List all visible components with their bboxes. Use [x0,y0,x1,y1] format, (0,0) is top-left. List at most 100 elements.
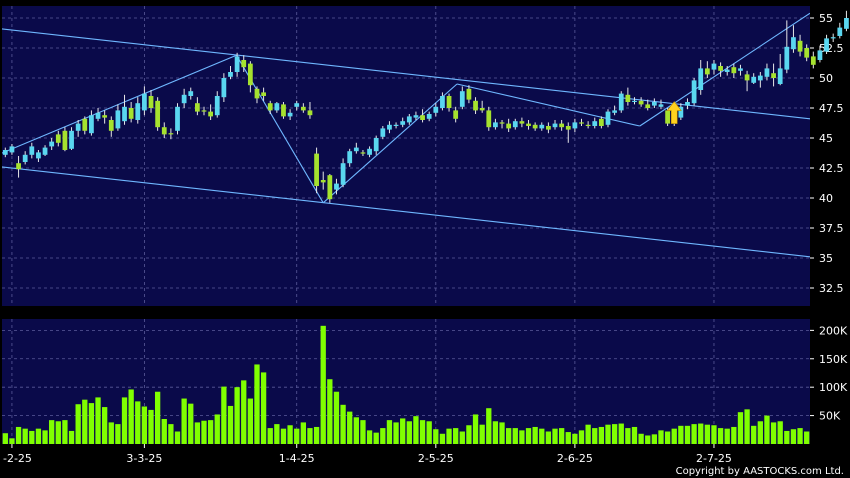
volume-bar [128,389,134,444]
volume-bar [545,431,552,444]
volume-bar [121,397,128,444]
candle [791,25,796,53]
candle-body [247,63,253,86]
volume-bar [539,428,545,444]
volume-bar [247,398,254,444]
volume-bar [598,426,605,444]
candle-body [16,163,21,170]
volume-bar [466,425,472,444]
candle-body [115,110,121,129]
candle [572,118,578,132]
candle-body [499,122,505,124]
x-tick-label: 1-4-25 [279,452,315,465]
volume-bar [744,409,750,444]
volume-bar [631,426,638,444]
candle [142,86,147,116]
volume-bar [433,429,439,444]
volume-bar [413,416,419,444]
x-tick-label: 2-7-25 [696,452,732,465]
volume-bar [426,421,432,444]
candle-body [824,38,829,52]
candle [42,145,48,156]
candle [771,63,776,87]
candle [161,122,167,138]
candle-body [764,68,770,77]
candle [420,109,425,123]
price-tick-label: 35 [819,252,833,265]
candle [665,108,670,126]
candle-body [188,91,194,96]
volume-bar [102,407,108,444]
candle-body [532,124,538,129]
volume-bar [214,414,220,444]
candle [234,52,240,77]
candle [168,128,174,140]
candle [506,118,512,132]
candle-body [413,115,419,118]
volume-bar [9,438,15,444]
trendline [2,54,237,154]
volume-tick-label: 150K [819,353,848,366]
volume-bar [320,325,326,444]
candle [274,102,280,113]
candle-body [320,180,326,183]
volume-bar [691,424,697,444]
volume-bar [62,420,68,444]
candle [466,85,472,104]
price-tick-label: 40 [819,192,833,205]
candle [228,66,233,80]
volume-bar [704,424,710,444]
candle [837,22,843,39]
volume-bar [459,431,465,444]
volume-bar [552,428,558,444]
candle-body [300,106,306,111]
volume-bar [439,433,446,444]
x-tick-label: 3-3-25 [126,452,162,465]
candle-body [49,141,55,147]
candle [632,97,637,105]
candle-body [75,123,81,131]
volume-bar [82,399,88,444]
candle-body [267,103,273,111]
candle [307,102,313,119]
candle-body [506,123,512,129]
candle [247,61,253,93]
candle-body [704,68,710,75]
candle [738,64,743,76]
candle-body [440,96,445,108]
candle-body [512,121,518,128]
candle [824,34,829,54]
candle-body [327,175,333,200]
volume-bar [366,430,373,444]
candle-body [307,110,313,116]
candle-body [546,126,551,130]
volume-bar [353,417,359,444]
volume-bar [519,430,525,444]
volume-bar [300,422,306,444]
volume-bar [558,428,565,444]
candle [711,60,717,75]
x-tick-label: 2-5-25 [418,452,454,465]
candle-body [771,73,776,78]
candle [360,150,366,156]
price-tick-label: 32.5 [819,282,844,295]
candle [764,63,770,81]
volume-bar [95,397,101,444]
candle-body [466,88,472,100]
candle-body [22,154,28,162]
candle [2,147,8,158]
candle-body [446,96,452,108]
candle-body [804,48,810,58]
volume-bar [651,434,658,444]
candle [320,171,326,190]
candle-body [678,106,684,118]
candle-body [155,100,161,128]
volume-bar [572,433,578,444]
volume-bar [35,428,42,444]
candle [724,66,730,76]
volume-bar [506,428,512,444]
volume-bar [207,420,214,444]
candle [698,60,704,95]
volume-bar [592,428,598,444]
candle [406,114,412,125]
